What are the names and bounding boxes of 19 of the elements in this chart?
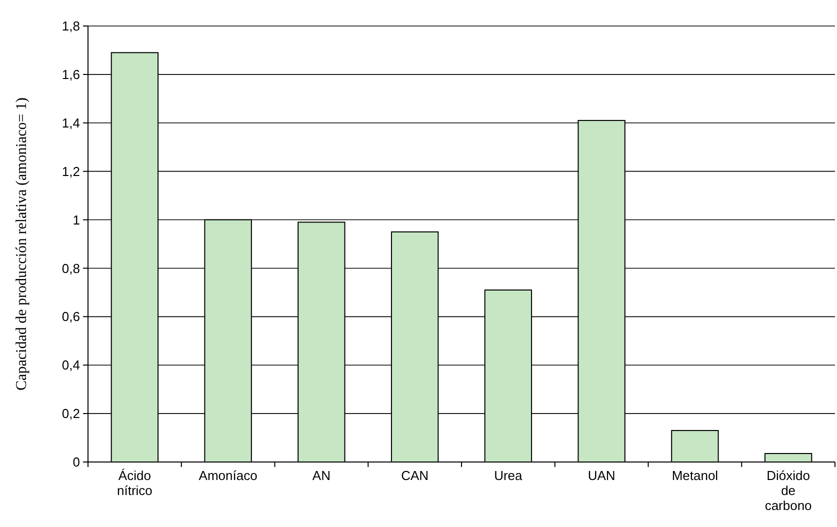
x-tick-label: Amoníaco [198, 468, 258, 483]
y-tick-label: 1,2 [62, 164, 80, 179]
x-tick-label: Dióxido de carbono [764, 468, 812, 513]
x-tick-label: AN [312, 468, 330, 483]
y-tick-label: 1 [72, 212, 80, 228]
x-tick-label: Urea [494, 468, 524, 483]
y-tick-label: 1,6 [62, 66, 80, 82]
y-tick-label: 0 [72, 454, 80, 470]
y-axis-title: Capacidad de producción relativa (amoniaco= 1) [14, 98, 30, 390]
y-tick-label: 1,8 [62, 18, 80, 34]
y-tick-label: 1,4 [62, 115, 80, 130]
y-tick-label: 0,8 [62, 260, 80, 276]
x-tick-label: UAN [588, 468, 616, 483]
x-tick-label: CAN [401, 468, 429, 483]
y-tick-label: 0,2 [62, 406, 80, 422]
x-tick-label: Ácido nítrico [116, 468, 152, 498]
y-tick-label: 0,6 [62, 309, 80, 324]
y-tick-label: 0,4 [62, 358, 80, 373]
x-tick-label: Metanol [672, 468, 718, 483]
